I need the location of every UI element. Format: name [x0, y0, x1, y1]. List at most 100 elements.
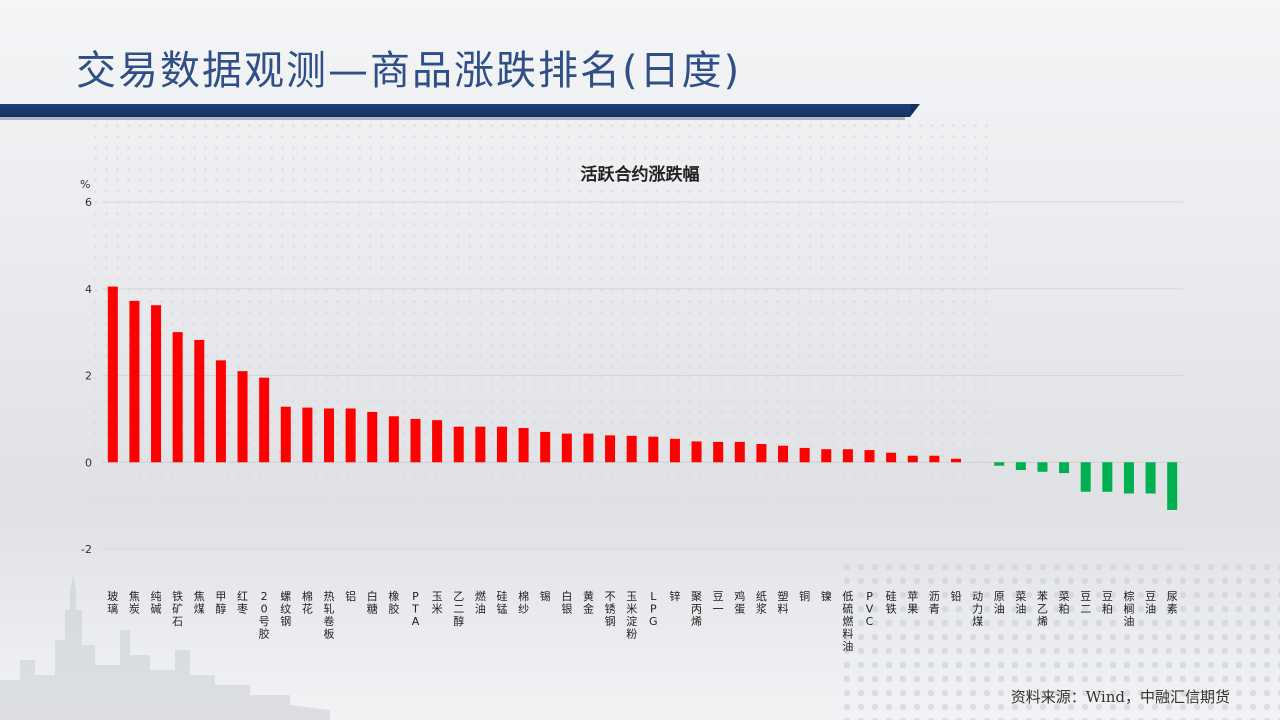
bar	[605, 435, 616, 463]
x-tick-label: 聚丙烯	[691, 590, 702, 628]
bar	[151, 305, 162, 463]
x-tick-label: 焦炭	[129, 590, 140, 616]
x-tick-label: 豆油	[1145, 590, 1156, 616]
bar	[734, 441, 745, 463]
x-tick-label: 硅铁	[886, 590, 897, 616]
source-note: 资料来源：Wind，中融汇信期货	[1010, 688, 1230, 706]
bar	[410, 418, 421, 463]
bar	[194, 339, 205, 463]
x-tick-label: 不锈钢	[605, 590, 616, 628]
y-tick-label: -2	[81, 543, 92, 556]
bar	[950, 458, 961, 463]
y-tick-label: 0	[85, 456, 92, 469]
x-tick-label: 苹果	[907, 589, 918, 616]
background-skyline	[0, 575, 330, 720]
x-tick-label: 白糖	[367, 589, 378, 616]
x-tick-label: 螺纹钢	[280, 590, 291, 628]
x-tick-label: 铜	[799, 589, 810, 603]
bar	[259, 377, 270, 463]
bar	[561, 433, 572, 463]
x-tick-label: 豆二	[1080, 590, 1091, 616]
x-tick-label: 铅	[950, 589, 961, 603]
bar	[345, 408, 356, 463]
x-tick-label: 硅锰	[496, 590, 507, 616]
bar	[713, 441, 724, 463]
x-tick-label: 豆一	[713, 590, 724, 616]
x-tick-label: 沥青	[929, 590, 940, 616]
x-tick-label: 棉纱	[518, 589, 529, 616]
x-tick-label: 乙二醇	[453, 590, 464, 628]
x-tick-label: 玻璃	[107, 590, 118, 616]
x-tick-label: 红枣	[237, 590, 248, 616]
x-tick-label: 铁矿石	[172, 590, 183, 628]
bar	[388, 416, 399, 463]
bar	[237, 371, 248, 463]
bar	[929, 455, 940, 463]
bar	[1123, 462, 1134, 494]
bar	[172, 332, 183, 463]
bar	[540, 431, 551, 463]
bar	[1059, 462, 1070, 474]
bar	[691, 441, 702, 463]
bar	[1015, 462, 1026, 471]
bar	[1167, 462, 1178, 510]
bar	[799, 447, 810, 463]
x-tick-label: 苯乙烯	[1037, 589, 1048, 628]
bar	[821, 449, 832, 463]
x-tick-label: 铝	[345, 589, 356, 603]
x-tick-label: 鸡蛋	[734, 589, 745, 616]
x-tick-label: 棕榈油	[1123, 589, 1134, 628]
x-tick-label: 橡胶	[388, 590, 399, 616]
background-dot-pattern	[840, 560, 1280, 720]
x-tick-label: 棉花	[302, 589, 313, 616]
bar	[280, 406, 291, 463]
x-tick-label: 锌	[669, 589, 680, 603]
bar	[367, 411, 378, 463]
x-tick-label: 2 0 号胶	[259, 590, 270, 641]
x-tick-label: 黄金	[583, 589, 594, 616]
y-tick-label: 2	[85, 370, 92, 383]
x-tick-label: 白银	[561, 589, 572, 616]
bar	[842, 449, 853, 463]
bar	[129, 300, 140, 463]
bar	[1145, 462, 1156, 494]
bar	[453, 426, 464, 463]
x-tick-label: 玉米	[432, 590, 443, 616]
x-tick-label: 燃油	[475, 589, 486, 616]
bar	[669, 438, 680, 463]
chart-title: 活跃合约涨跌幅	[580, 165, 700, 185]
bar	[886, 452, 897, 463]
x-tick-label: 原油	[994, 590, 1005, 616]
bar	[107, 286, 118, 463]
bar	[778, 445, 789, 463]
x-tick-label: 菜粕	[1059, 590, 1070, 616]
bar	[648, 436, 659, 463]
bar	[302, 407, 313, 463]
bar	[475, 426, 486, 463]
bar	[1037, 462, 1048, 472]
bar	[907, 455, 918, 463]
bar	[215, 360, 226, 463]
title-underline-bar	[0, 104, 920, 117]
bar	[864, 450, 875, 463]
x-tick-label: 纯碱	[151, 590, 162, 616]
x-tick-label: 玉米淀粉	[626, 590, 637, 641]
bar	[324, 408, 335, 463]
bar	[432, 420, 443, 463]
x-tick-label: 动力煤	[972, 590, 983, 628]
bar	[756, 444, 767, 463]
x-tick-label: 低硫燃料油	[842, 590, 853, 653]
x-tick-label: 焦煤	[194, 590, 205, 616]
bar	[583, 433, 594, 463]
y-tick-label: 6	[85, 196, 92, 209]
bar	[518, 427, 529, 463]
x-tick-label: 豆粕	[1102, 590, 1113, 616]
x-tick-label: 菜油	[1015, 590, 1026, 616]
y-axis-unit-label: %	[80, 178, 90, 191]
x-tick-label: 热轧卷板	[324, 590, 335, 641]
bar	[994, 462, 1005, 466]
bar	[626, 435, 637, 463]
